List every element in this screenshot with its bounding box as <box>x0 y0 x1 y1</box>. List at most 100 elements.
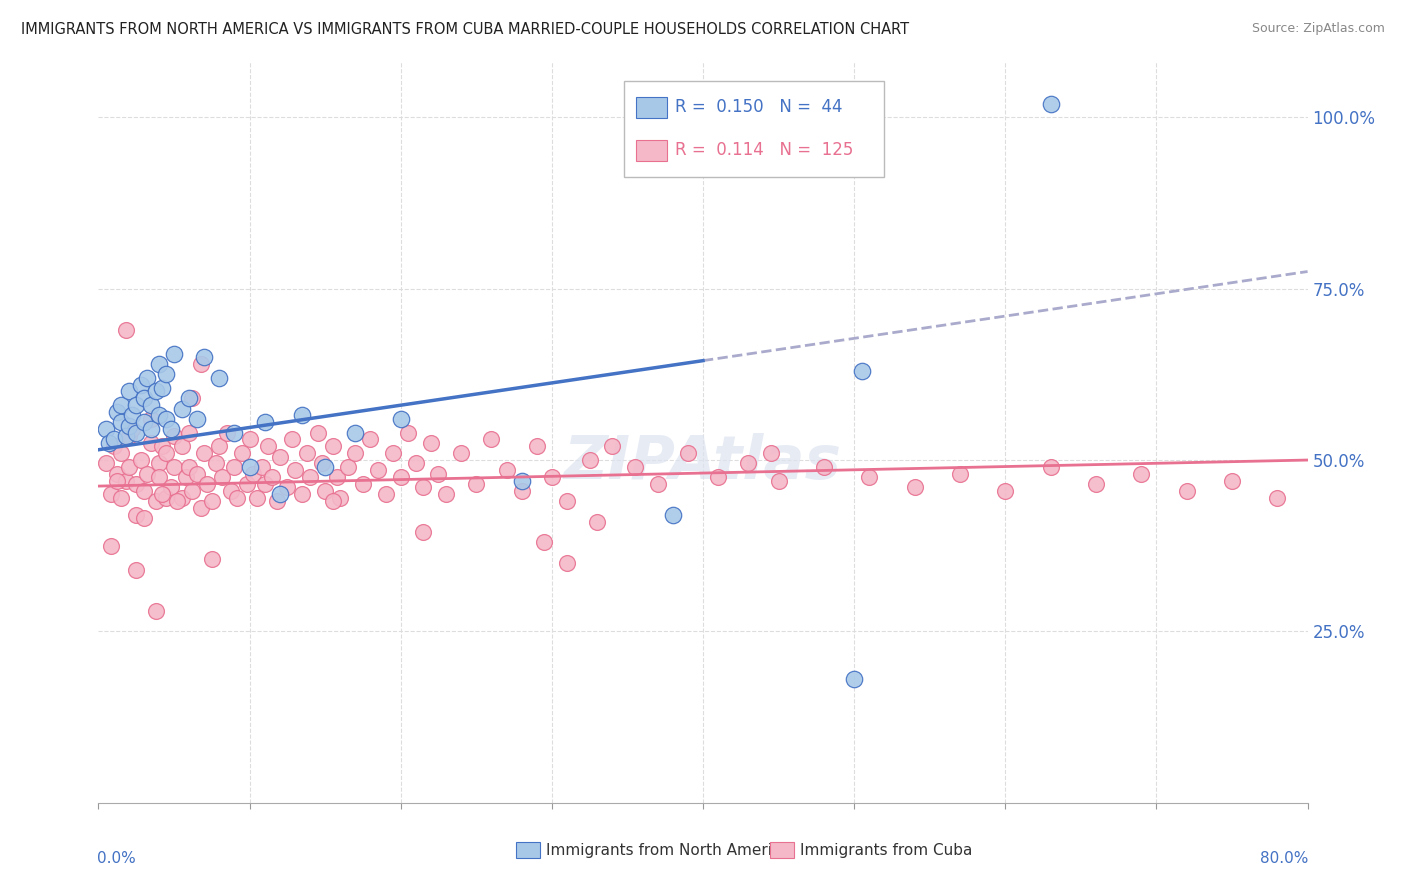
Point <box>125 508 148 522</box>
Point <box>851 364 873 378</box>
Point <box>114 323 136 337</box>
Text: Source: ZipAtlas.com: Source: ZipAtlas.com <box>1251 22 1385 36</box>
Point <box>114 474 136 488</box>
Point <box>768 474 790 488</box>
Point <box>190 357 212 371</box>
Point <box>246 491 269 505</box>
Point <box>578 453 600 467</box>
Point <box>322 439 344 453</box>
Point <box>858 470 880 484</box>
Point <box>94 457 117 471</box>
Point <box>141 412 163 426</box>
Point <box>1039 459 1062 474</box>
Point <box>253 477 276 491</box>
Point <box>181 392 204 406</box>
Text: R =  0.114   N =  125: R = 0.114 N = 125 <box>675 141 853 159</box>
Point <box>170 439 193 453</box>
Point <box>495 463 517 477</box>
Point <box>239 433 262 447</box>
Point <box>555 556 578 570</box>
Point <box>405 457 427 471</box>
Point <box>110 491 132 505</box>
Point <box>344 425 367 440</box>
Point <box>526 439 548 453</box>
Point <box>121 422 143 436</box>
Point <box>132 511 155 525</box>
Point <box>262 470 284 484</box>
Point <box>389 412 412 426</box>
Point <box>211 470 233 484</box>
Point <box>201 494 224 508</box>
Point <box>129 377 152 392</box>
Point <box>190 501 212 516</box>
Point <box>208 371 231 385</box>
Point <box>235 477 257 491</box>
Point <box>148 457 170 471</box>
Point <box>110 415 132 429</box>
Point <box>132 483 155 498</box>
Point <box>148 470 170 484</box>
Point <box>904 480 927 494</box>
Point <box>195 477 218 491</box>
Point <box>166 494 188 508</box>
Point <box>155 368 177 382</box>
Point <box>145 604 167 618</box>
Text: IMMIGRANTS FROM NORTH AMERICA VS IMMIGRANTS FROM CUBA MARRIED-COUPLE HOUSEHOLDS : IMMIGRANTS FROM NORTH AMERICA VS IMMIGRA… <box>21 22 910 37</box>
Point <box>231 446 253 460</box>
Point <box>813 459 835 474</box>
Point <box>118 418 141 433</box>
Point <box>676 446 699 460</box>
Point <box>141 422 163 436</box>
Point <box>105 474 128 488</box>
Point <box>179 425 201 440</box>
Point <box>307 425 329 440</box>
Point <box>100 487 122 501</box>
Point <box>179 392 201 406</box>
Point <box>647 477 669 491</box>
Point <box>1175 483 1198 498</box>
Point <box>311 457 333 471</box>
Point <box>434 487 457 501</box>
Point <box>179 459 201 474</box>
Point <box>121 409 143 423</box>
Text: R =  0.150   N =  44: R = 0.150 N = 44 <box>675 98 842 116</box>
Point <box>148 357 170 371</box>
Point <box>269 450 291 464</box>
Text: 0.0%: 0.0% <box>97 851 136 866</box>
Point <box>193 350 215 364</box>
Bar <box>516 842 540 858</box>
Point <box>132 415 155 429</box>
Point <box>322 494 344 508</box>
Point <box>145 494 167 508</box>
Point <box>205 457 228 471</box>
Point <box>174 470 197 484</box>
Point <box>1267 491 1289 505</box>
Point <box>269 487 291 501</box>
Point <box>949 467 972 481</box>
Point <box>94 422 117 436</box>
Point <box>510 483 533 498</box>
Point <box>125 398 148 412</box>
Point <box>661 508 683 522</box>
Point <box>110 446 132 460</box>
Text: ZIPAtlas: ZIPAtlas <box>564 433 842 491</box>
Point <box>201 552 224 566</box>
Point <box>160 422 183 436</box>
Point <box>114 429 136 443</box>
Point <box>103 433 125 447</box>
Point <box>336 459 359 474</box>
Point <box>141 436 163 450</box>
Point <box>224 425 246 440</box>
Point <box>420 436 443 450</box>
Point <box>100 539 122 553</box>
Point <box>602 439 624 453</box>
Point <box>150 439 173 453</box>
Bar <box>637 97 666 118</box>
Point <box>291 487 314 501</box>
Point <box>281 433 304 447</box>
Point <box>412 480 434 494</box>
Point <box>450 446 472 460</box>
Point <box>382 446 405 460</box>
Point <box>329 491 352 505</box>
Point <box>344 446 367 460</box>
